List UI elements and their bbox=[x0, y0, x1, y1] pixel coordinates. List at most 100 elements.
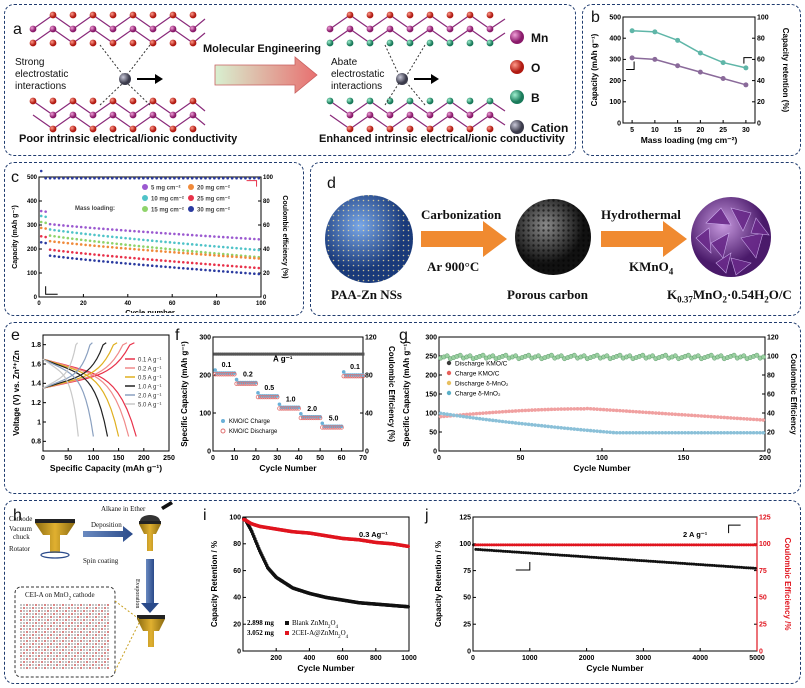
legend-marker bbox=[142, 206, 148, 212]
y2-tick-label: 80 bbox=[365, 372, 373, 379]
cei-atom bbox=[104, 631, 106, 633]
dmno2-point bbox=[738, 430, 743, 435]
cei-atom bbox=[80, 652, 82, 654]
cei-atom bbox=[101, 616, 103, 618]
capacity-point bbox=[230, 236, 234, 239]
cei-atom bbox=[104, 643, 106, 645]
cei-atom bbox=[101, 613, 103, 615]
capacity-point bbox=[208, 269, 212, 272]
cei-atom bbox=[20, 613, 22, 615]
cei-atom bbox=[89, 628, 91, 630]
dmno2-point bbox=[572, 427, 577, 431]
cei-atom bbox=[92, 658, 94, 660]
cei-atom bbox=[41, 658, 43, 660]
capacity-point bbox=[39, 226, 43, 230]
cei-atom bbox=[71, 616, 73, 618]
cei-atom bbox=[20, 634, 22, 636]
y2-tick-label: 40 bbox=[263, 247, 270, 253]
cei-atom bbox=[41, 643, 43, 645]
cei-atom bbox=[29, 631, 31, 633]
capacity-point bbox=[53, 248, 56, 252]
cei-atom bbox=[56, 667, 58, 669]
dmno2-point bbox=[722, 430, 727, 435]
ce-point bbox=[159, 176, 163, 180]
retention-point bbox=[572, 554, 576, 558]
cei-atom bbox=[65, 658, 67, 660]
cei-atom bbox=[53, 646, 55, 648]
cei-atom bbox=[92, 655, 94, 657]
panel-label-e: e bbox=[11, 327, 20, 344]
capacity-point bbox=[199, 243, 203, 247]
x-tick-label: 800 bbox=[370, 655, 382, 662]
cei-atom bbox=[95, 613, 97, 615]
cei-atom bbox=[71, 649, 73, 651]
cei-atom bbox=[23, 607, 25, 609]
retention-point bbox=[615, 557, 619, 561]
cei-atom bbox=[74, 640, 76, 642]
ce-point bbox=[542, 543, 546, 547]
dmno2-point bbox=[758, 430, 762, 435]
ce-point bbox=[696, 543, 700, 547]
ce-point bbox=[102, 176, 105, 180]
cei-atom bbox=[71, 613, 73, 615]
cei-atom bbox=[53, 664, 55, 666]
capacity-point bbox=[221, 245, 225, 249]
cei-atom bbox=[32, 628, 34, 630]
capacity-point bbox=[97, 259, 101, 263]
cei-atom bbox=[86, 616, 88, 618]
panel-label-c: c bbox=[11, 169, 19, 186]
legend-mn-icon bbox=[510, 30, 524, 44]
capacity-point bbox=[182, 242, 185, 245]
legend-marker bbox=[446, 370, 452, 376]
capacity-point bbox=[253, 266, 256, 270]
kmo-point bbox=[562, 407, 567, 411]
retention-point bbox=[474, 547, 478, 551]
dmno2-point bbox=[556, 425, 560, 430]
ce-point bbox=[717, 543, 721, 547]
capacity-point bbox=[115, 228, 118, 232]
retention-point bbox=[658, 560, 662, 564]
cei-atom bbox=[92, 652, 94, 654]
capacity-point bbox=[213, 235, 216, 238]
x-axis-label: Cycle number bbox=[125, 308, 175, 313]
capacity-point bbox=[235, 255, 238, 259]
cei-atom bbox=[80, 664, 82, 666]
ce-point bbox=[581, 543, 585, 547]
capacity-point bbox=[150, 264, 154, 268]
discharge-point bbox=[339, 425, 344, 430]
capacity-point bbox=[137, 244, 141, 248]
panel-d-schematic bbox=[325, 195, 771, 283]
capacity-point bbox=[119, 242, 123, 246]
cei-atom bbox=[50, 661, 52, 663]
cei-atom bbox=[74, 637, 76, 639]
cei-atom bbox=[65, 646, 67, 648]
rate-label: 0.1 bbox=[350, 364, 360, 371]
cei-atom bbox=[86, 643, 88, 645]
capacity-point bbox=[204, 234, 207, 238]
ce-point bbox=[719, 543, 723, 547]
ce-point bbox=[617, 352, 623, 358]
x-tick-label: 10 bbox=[651, 127, 659, 134]
capacity-point bbox=[235, 246, 238, 250]
capacity-point bbox=[48, 228, 52, 231]
dmno2-point bbox=[520, 421, 524, 426]
cei-atom bbox=[89, 652, 91, 654]
capacity-point bbox=[119, 228, 123, 232]
cei-atom bbox=[38, 658, 40, 660]
cei-atom bbox=[95, 658, 97, 660]
b-atom bbox=[346, 97, 354, 105]
o-atom bbox=[466, 11, 474, 19]
ce-point bbox=[88, 176, 92, 180]
capacity-point bbox=[173, 260, 176, 263]
cei-atom bbox=[44, 613, 46, 615]
cei-atom bbox=[38, 652, 40, 654]
mn-atom bbox=[406, 25, 414, 33]
cei-atom bbox=[83, 661, 85, 663]
cei-atom bbox=[50, 619, 52, 621]
ce-point bbox=[137, 176, 141, 180]
retention-point bbox=[660, 560, 664, 564]
dmno2-point bbox=[526, 422, 531, 427]
cei-atom bbox=[77, 604, 79, 606]
cei-atom bbox=[86, 661, 88, 663]
